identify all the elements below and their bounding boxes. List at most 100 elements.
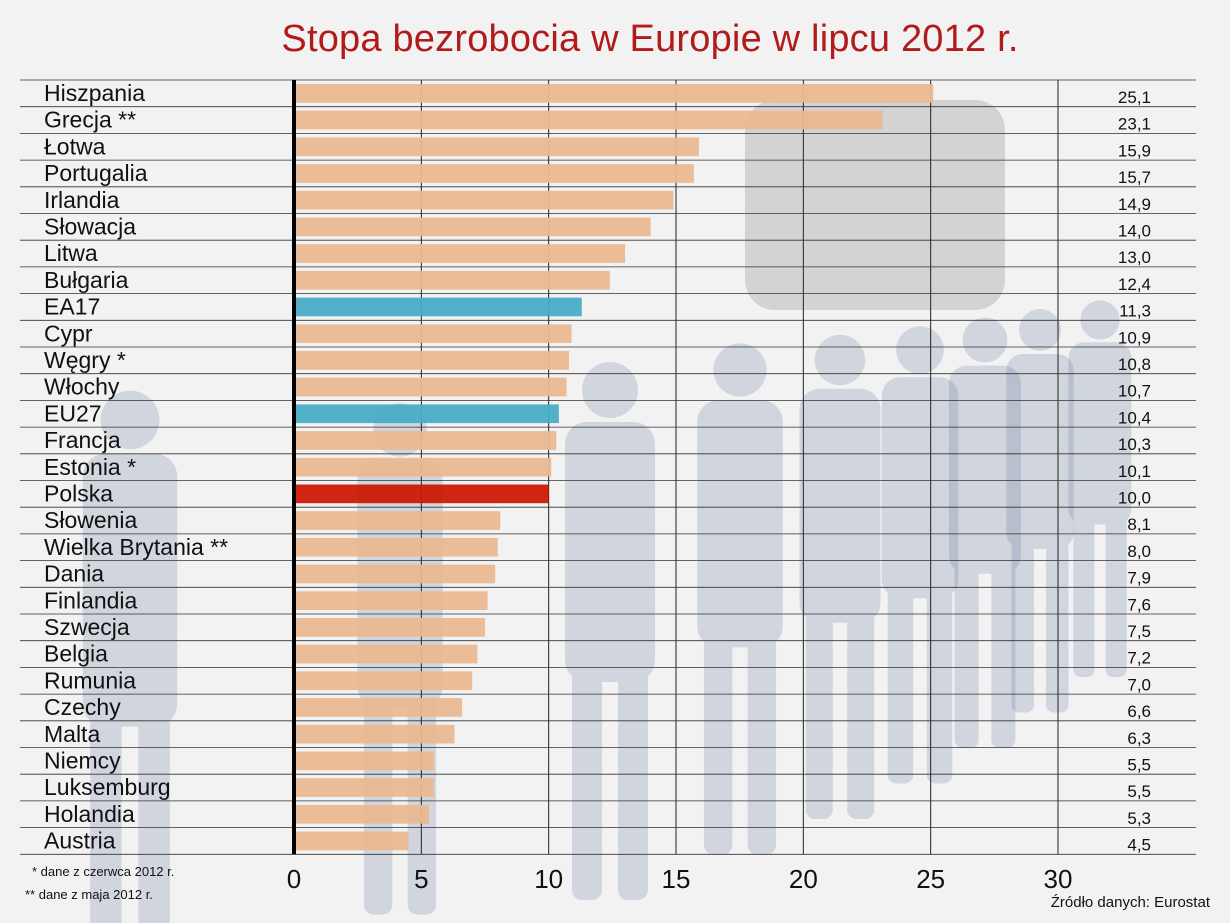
bar [296,84,934,103]
silhouette-body [799,388,881,623]
category-label: Holandia [44,801,135,827]
silhouette-head [100,390,160,450]
silhouette-body [1068,342,1132,525]
silhouette-leg [618,670,648,900]
value-label: 6,3 [1127,729,1151,748]
category-label: Luksemburg [44,774,171,800]
silhouette-leg [138,714,170,923]
category-label: Polska [44,481,113,507]
category-label: EU27 [44,400,102,426]
value-label: 7,0 [1127,675,1151,694]
value-label: 7,5 [1127,622,1151,641]
bar [296,537,498,557]
value-label: 15,7 [1118,168,1151,187]
silhouette-leg [703,636,733,855]
bar [296,217,651,237]
category-label: Słowacja [44,214,136,240]
value-label: 12,4 [1118,275,1151,294]
person-silhouette [949,317,1021,748]
x-tick-labels: 0 5 10 15 20 25 30 [287,864,1073,894]
bar [296,484,549,504]
value-label: 7,9 [1127,569,1151,588]
value-label: 23,1 [1118,115,1151,134]
x-tick-label: 25 [916,864,945,894]
bar [296,351,570,370]
bar [296,804,429,824]
bar [296,377,567,397]
value-label: 7,2 [1127,649,1151,668]
category-label: Finlandia [44,587,138,613]
category-label: Rumunia [44,667,136,693]
category-label: Czechy [44,694,121,720]
x-tick-label: 5 [414,864,428,894]
silhouette-leg [1105,516,1127,677]
value-label: 5,3 [1127,809,1151,828]
category-label: Cypr [44,320,93,346]
bar [296,324,572,343]
value-label: 5,5 [1127,782,1151,801]
silhouette-head [1019,309,1061,351]
silhouette-head [962,317,1008,363]
category-label: Litwa [44,240,98,266]
row-lines [20,79,1196,855]
bar [296,431,557,450]
value-label: 10,8 [1118,355,1151,374]
value-label: 10,4 [1118,408,1151,427]
category-label: Wielka Brytania ** [44,534,228,560]
category-label: Portugalia [44,160,148,186]
bars [296,84,934,851]
bar [296,751,435,771]
silhouette-leg [847,612,875,819]
person-silhouette [82,390,178,923]
value-labels: 25,1 23,1 15,9 15,7 14,9 14,0 13,0 12,4 11,3 10,9… [1118,88,1151,855]
silhouette-body [1006,354,1074,549]
x-tick-label: 10 [534,864,563,894]
category-label: Belgia [44,641,108,667]
silhouette-leg [1011,540,1034,713]
bar [296,457,552,477]
category-label: Bułgaria [44,267,129,293]
building-shape [745,100,1005,310]
silhouette-leg [805,612,833,819]
value-label: 7,6 [1127,595,1151,614]
bar [296,591,488,610]
value-label: 5,5 [1127,756,1151,775]
background-illustration [82,100,1132,923]
bar [296,270,610,290]
category-label: Niemcy [44,748,121,774]
category-label: Szwecja [44,614,130,640]
value-label: 15,9 [1118,141,1151,160]
bar [296,831,409,851]
x-tick-label: 30 [1044,864,1073,894]
category-label: Łotwa [44,133,106,159]
value-label: 14,9 [1118,195,1151,214]
footnote-may: ** dane z maja 2012 r. [25,887,153,902]
category-label: Słowenia [44,507,138,533]
silhouette-leg [926,588,953,784]
category-label: Estonia * [44,454,136,480]
bar [296,404,559,424]
category-label: Dania [44,561,104,587]
bar [296,778,435,797]
category-label: Grecja ** [44,107,136,133]
silhouette-body [881,377,959,599]
bar [296,644,478,664]
value-label: 13,0 [1118,248,1151,267]
silhouette-leg [1073,516,1095,677]
silhouette-leg [572,670,602,900]
value-label: 14,0 [1118,222,1151,241]
silhouette-body [82,453,178,727]
bar [296,164,694,183]
x-tick-label: 20 [789,864,818,894]
value-label: 6,6 [1127,702,1151,721]
bar [296,618,485,637]
silhouette-head [713,343,767,397]
building-silhouette [745,100,1005,310]
x-tick-label: 0 [287,864,301,894]
silhouette-leg [90,714,122,923]
bar [296,564,496,584]
bar [296,511,501,530]
